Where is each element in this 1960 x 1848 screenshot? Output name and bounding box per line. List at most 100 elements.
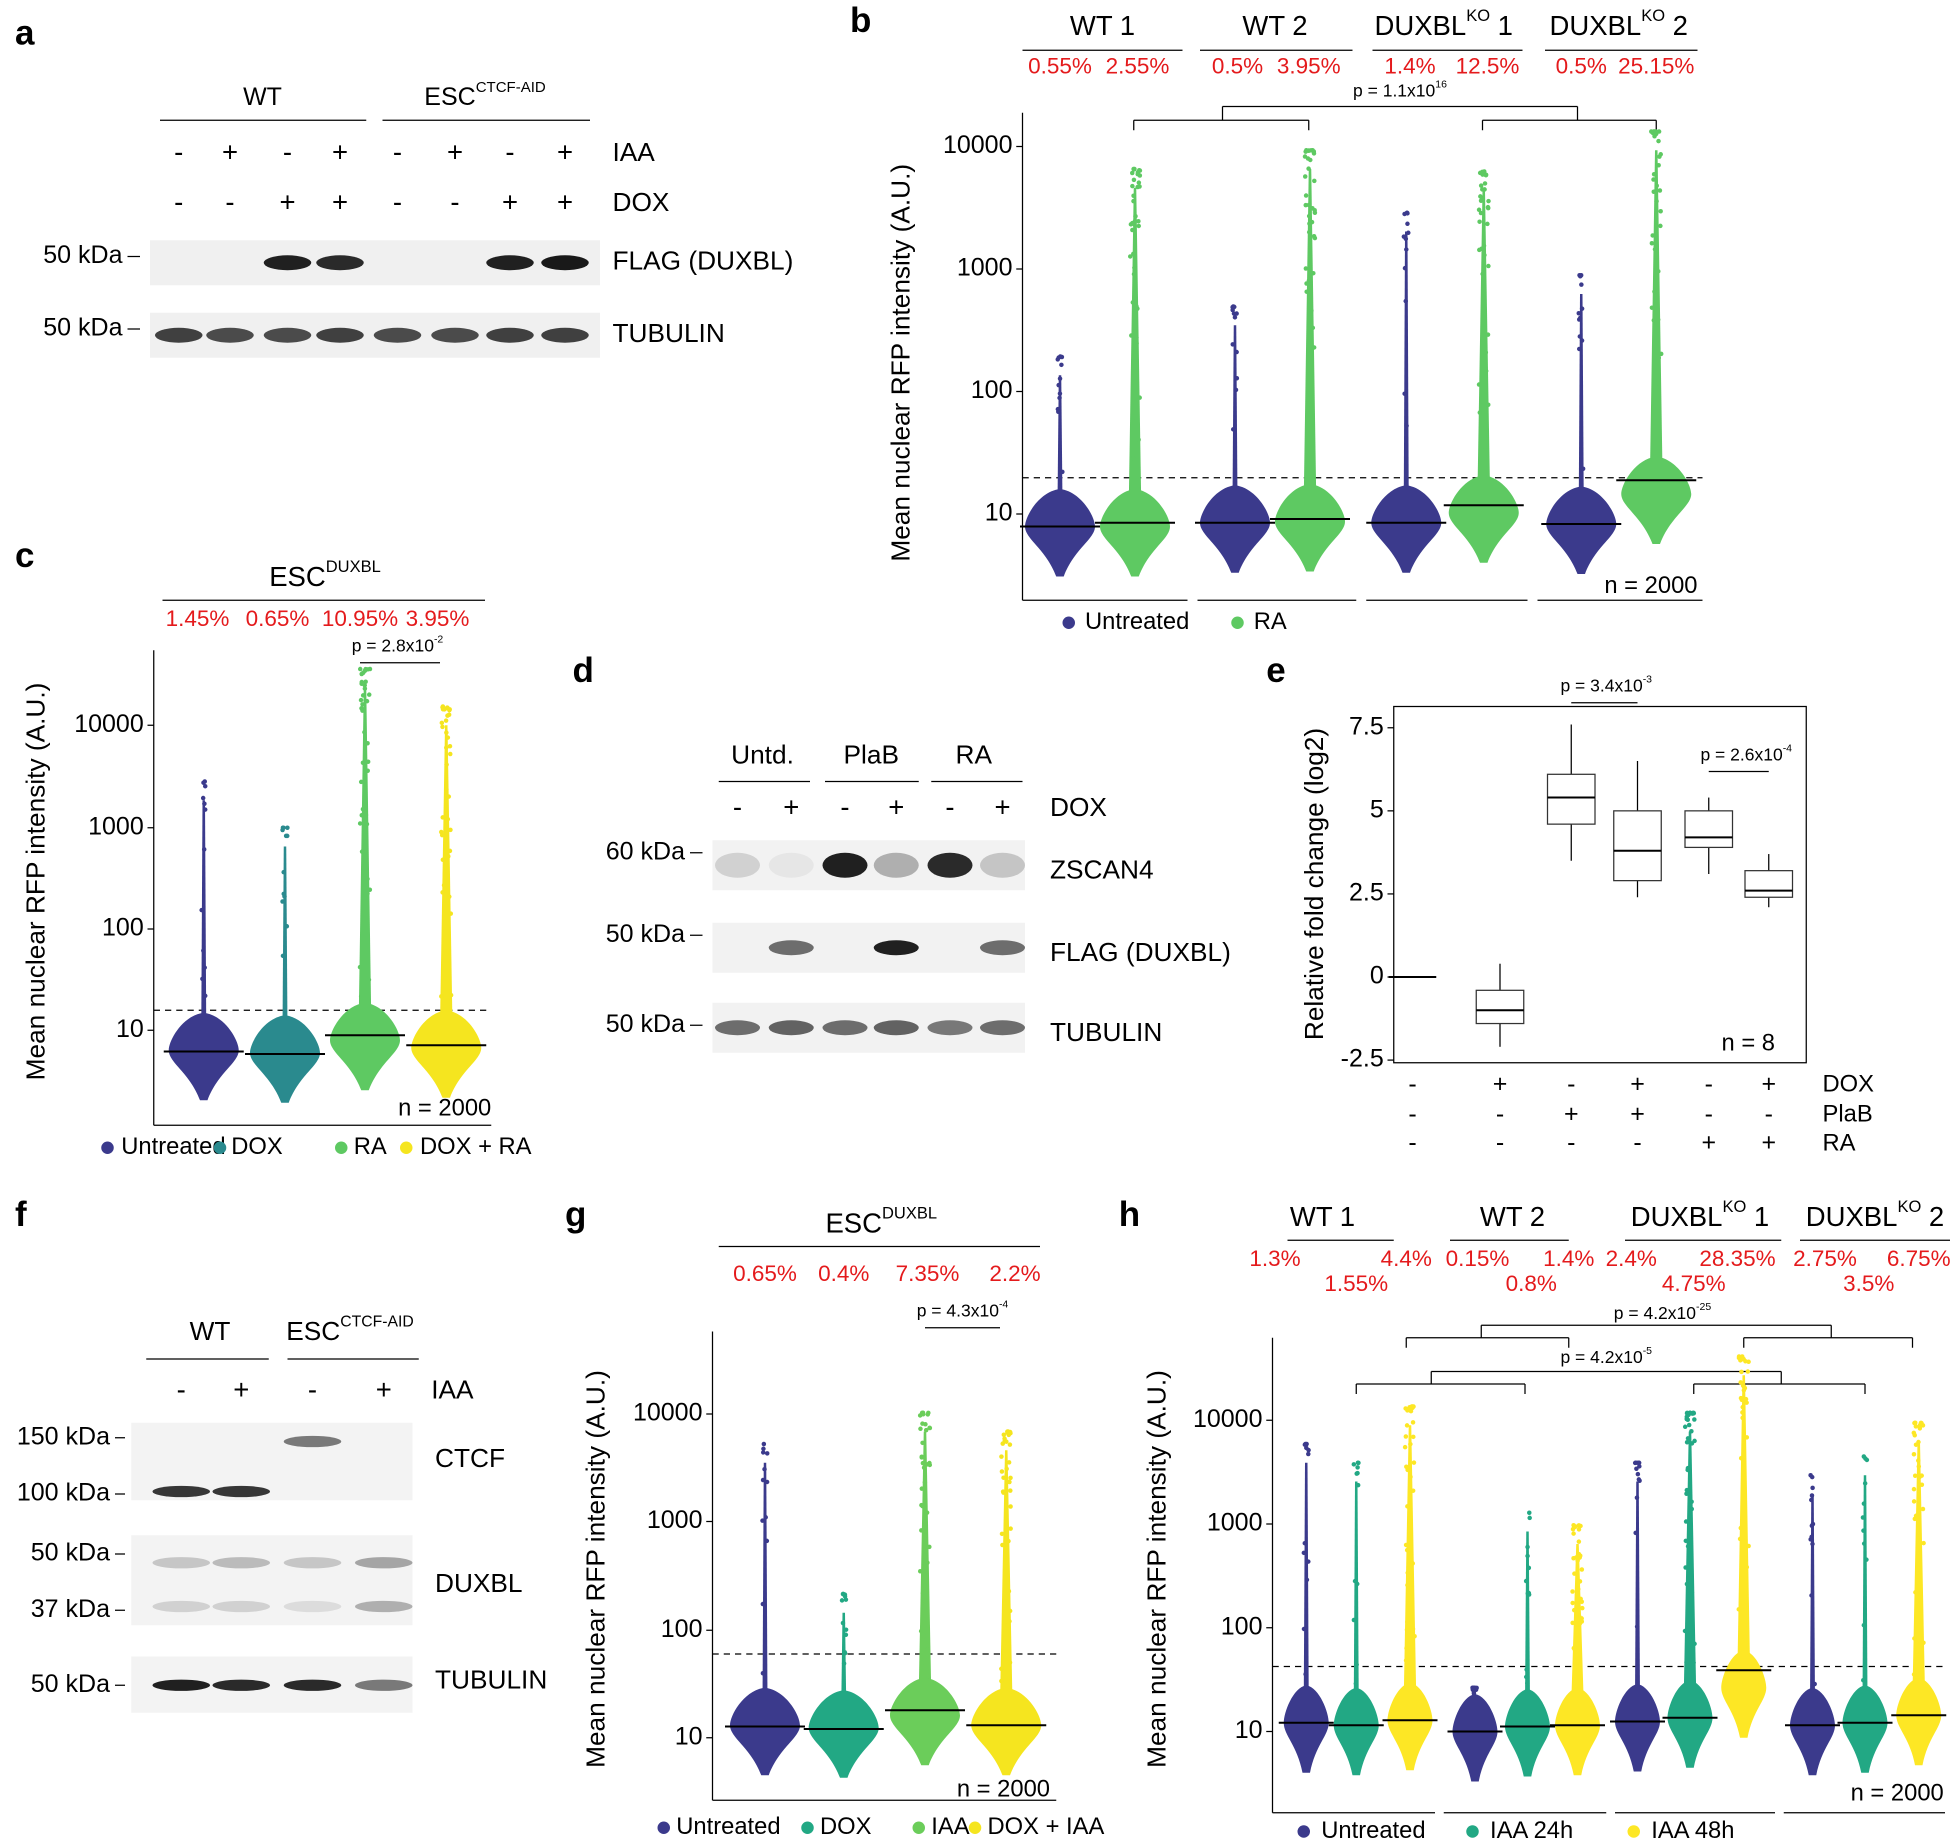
swarm-dot bbox=[1312, 235, 1318, 241]
label: WT 2 bbox=[1480, 1201, 1545, 1232]
swarm-dot bbox=[448, 911, 454, 916]
swarm-dot bbox=[924, 1510, 930, 1515]
swarm-dot bbox=[1482, 187, 1487, 192]
swarm bbox=[1448, 169, 1519, 563]
swarm bbox=[730, 1441, 800, 1776]
swarm bbox=[1025, 354, 1095, 577]
swarm-dot bbox=[1007, 1660, 1013, 1665]
swarm-dot bbox=[1570, 1600, 1575, 1606]
swarm bbox=[168, 779, 239, 1101]
swarm-spike bbox=[1525, 1531, 1530, 1704]
swarm-body bbox=[1200, 485, 1270, 573]
swarm-dot bbox=[1579, 1567, 1585, 1572]
swarm-dot bbox=[1311, 345, 1317, 350]
swarm-dot bbox=[1135, 306, 1140, 311]
percent-label: 12.5% bbox=[1456, 54, 1520, 79]
swarm-body bbox=[1546, 486, 1617, 574]
swarm-dot bbox=[1131, 177, 1137, 183]
swarm-dot bbox=[1485, 221, 1490, 227]
swarm-dot bbox=[360, 806, 366, 812]
marker-label: 150 kDa bbox=[17, 1422, 110, 1450]
n-label: n = 2000 bbox=[398, 1094, 491, 1121]
blot-band bbox=[822, 1020, 868, 1036]
swarm-dot bbox=[1007, 1479, 1012, 1485]
swarm-dot bbox=[1005, 1623, 1010, 1628]
swarm-dot bbox=[999, 1454, 1004, 1459]
swarm-dot bbox=[1308, 462, 1313, 467]
swarm-dot bbox=[1689, 1630, 1695, 1636]
swarm-body bbox=[1452, 1694, 1498, 1782]
y-tick-label: -2.5 bbox=[1341, 1045, 1384, 1073]
blot bbox=[712, 1002, 1025, 1053]
swarm-dot bbox=[1404, 423, 1409, 429]
percent-label: 2.2% bbox=[989, 1261, 1040, 1286]
swarm-dot bbox=[361, 869, 366, 874]
swarm-dot bbox=[918, 1426, 923, 1432]
swarm-dot bbox=[1482, 447, 1488, 453]
swarm-dot bbox=[440, 857, 446, 863]
swarm-dot bbox=[1649, 240, 1655, 246]
swarm-dot bbox=[1352, 1578, 1358, 1584]
swarm-dot bbox=[762, 1466, 767, 1472]
swarm-dot bbox=[1916, 1439, 1921, 1445]
swarm-dot bbox=[1576, 346, 1582, 352]
swarm-dot bbox=[1653, 240, 1658, 246]
swarm bbox=[971, 1429, 1042, 1776]
text-part: p = 2.6x10 bbox=[1700, 744, 1782, 764]
percent-label: 25.15% bbox=[1618, 54, 1694, 79]
sign: - bbox=[1408, 1129, 1416, 1157]
text-part: DUXBL bbox=[1631, 1201, 1723, 1232]
swarm-dot bbox=[364, 920, 369, 926]
legend-dot bbox=[101, 1141, 114, 1154]
swarm-dot bbox=[1651, 318, 1657, 323]
swarm-dot bbox=[1911, 1451, 1917, 1457]
text-part: ESC bbox=[269, 561, 326, 592]
swarm-dot bbox=[1809, 1474, 1815, 1480]
swarm-dot bbox=[1006, 1460, 1012, 1465]
swarm-body bbox=[1505, 1689, 1550, 1777]
swarm-dot bbox=[1130, 418, 1135, 423]
y-tick-label: 10 bbox=[1235, 1716, 1263, 1744]
swarm-dot bbox=[1309, 416, 1315, 422]
swarm-dot bbox=[447, 707, 452, 713]
y-axis-label: Mean nuclear RFP intensity (A.U.) bbox=[885, 164, 915, 562]
swarm-dot bbox=[919, 1486, 925, 1491]
swarm-spike bbox=[1683, 1431, 1697, 1696]
box bbox=[1475, 989, 1525, 1025]
swarm-dot bbox=[1685, 1544, 1691, 1549]
swarm-spike bbox=[201, 800, 207, 1028]
swarm-dot bbox=[1306, 166, 1311, 171]
legend-dot bbox=[1466, 1825, 1479, 1838]
swarm-dot bbox=[359, 812, 365, 818]
text-part: ESC bbox=[424, 82, 475, 110]
sign: + bbox=[1630, 1070, 1645, 1098]
swarm-dot bbox=[1580, 466, 1586, 471]
blot-band bbox=[212, 1679, 270, 1691]
swarm-dot bbox=[1683, 1538, 1689, 1544]
swarm-dot bbox=[843, 1627, 849, 1632]
swarm-dot bbox=[1525, 1553, 1530, 1559]
legend-dot bbox=[968, 1821, 982, 1834]
swarm-dot bbox=[1351, 1462, 1357, 1467]
swarm-dot bbox=[1302, 174, 1308, 179]
swarm-dot bbox=[1739, 1638, 1745, 1644]
swarm-dot bbox=[923, 1533, 928, 1538]
swarm-dot bbox=[1311, 151, 1317, 156]
swarm-dot bbox=[365, 768, 370, 774]
swarm-dot bbox=[1684, 1659, 1689, 1665]
swarm bbox=[1371, 210, 1442, 573]
swarm-dot bbox=[1912, 1636, 1917, 1641]
swarm-dot bbox=[1411, 1404, 1416, 1409]
swarm-dot bbox=[1579, 306, 1585, 311]
swarm-dot bbox=[365, 876, 370, 882]
swarm-dot bbox=[1233, 387, 1239, 393]
swarm-dot bbox=[1657, 188, 1663, 193]
p-value: p = 4.2x10-25 bbox=[1614, 1301, 1712, 1323]
blot-label: FLAG (DUXBL) bbox=[1050, 937, 1231, 967]
swarm bbox=[330, 666, 400, 1091]
swarm bbox=[1100, 166, 1170, 577]
swarm-dot bbox=[1657, 154, 1662, 159]
swarm-dot bbox=[1658, 223, 1663, 229]
swarm-dot bbox=[1476, 207, 1482, 213]
swarm bbox=[808, 1591, 879, 1778]
